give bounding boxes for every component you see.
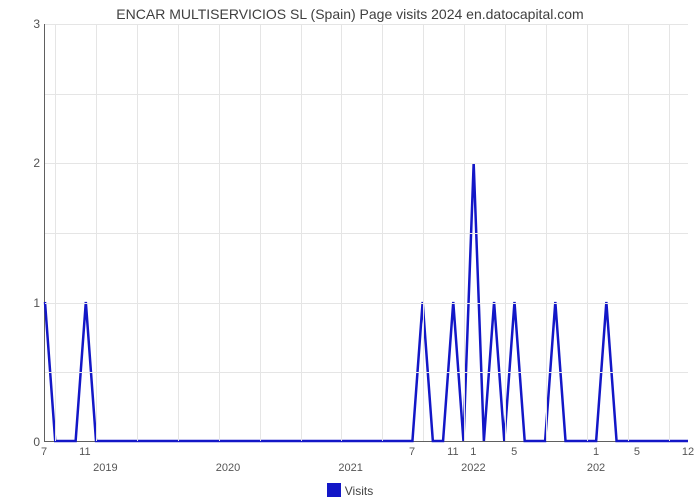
gridline-horizontal [45, 24, 688, 25]
gridline-vertical [505, 24, 506, 441]
gridline-vertical [55, 24, 56, 441]
y-axis-tick-label: 3 [10, 17, 40, 31]
gridline-vertical [382, 24, 383, 441]
gridline-vertical [546, 24, 547, 441]
gridline-horizontal [45, 303, 688, 304]
chart-plot-area [44, 24, 688, 442]
y-axis-tick-label: 1 [10, 296, 40, 310]
legend-swatch [327, 483, 341, 497]
gridline-vertical [96, 24, 97, 441]
x-axis-major-tick-label: 2019 [93, 462, 117, 474]
x-axis-minor-tick-label: 12 [682, 446, 694, 458]
gridline-vertical [137, 24, 138, 441]
gridline-vertical [587, 24, 588, 441]
x-axis-major-tick-label: 2020 [216, 462, 240, 474]
gridline-vertical [669, 24, 670, 441]
gridline-vertical [260, 24, 261, 441]
x-axis-minor-tick-label: 5 [634, 446, 640, 458]
y-axis-tick-label: 0 [10, 435, 40, 449]
x-axis-major-tick-label: 2021 [338, 462, 362, 474]
gridline-vertical [464, 24, 465, 441]
x-axis-minor-tick-label: 7 [409, 446, 415, 458]
gridline-horizontal [45, 163, 688, 164]
x-axis-minor-tick-label: 5 [511, 446, 517, 458]
gridline-vertical [423, 24, 424, 441]
x-axis-minor-tick-label: 1 [593, 446, 599, 458]
x-axis-minor-tick-label: 1 [470, 446, 476, 458]
x-axis-minor-tick-label: 11 [447, 446, 458, 458]
gridline-horizontal-minor [45, 233, 688, 234]
legend-label: Visits [345, 484, 373, 498]
chart-title: ENCAR MULTISERVICIOS SL (Spain) Page vis… [0, 6, 700, 22]
gridline-horizontal-minor [45, 94, 688, 95]
x-axis-minor-tick-label: 7 [41, 446, 47, 458]
gridline-vertical [301, 24, 302, 441]
legend: Visits [0, 483, 700, 498]
x-axis-minor-tick-label: 11 [79, 446, 90, 458]
gridline-vertical [628, 24, 629, 441]
gridline-vertical [341, 24, 342, 441]
y-axis-tick-label: 2 [10, 156, 40, 170]
gridline-vertical [178, 24, 179, 441]
x-axis-major-tick-label: 202 [587, 462, 605, 474]
gridline-vertical [219, 24, 220, 441]
x-axis-major-tick-label: 2022 [461, 462, 485, 474]
gridline-horizontal-minor [45, 372, 688, 373]
